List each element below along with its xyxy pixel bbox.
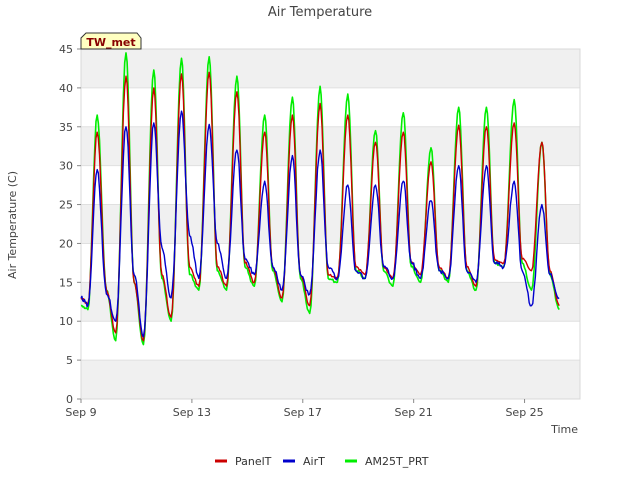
x-tick-label: Sep 9 (65, 406, 96, 419)
grid-band (81, 360, 580, 399)
y-tick-label: 40 (59, 82, 73, 95)
plot-frame (80, 48, 581, 400)
legend: PanelT AirT AM25T_PRT (215, 455, 429, 468)
legend-label-am25t-prt: AM25T_PRT (365, 455, 429, 468)
legend-label-airt: AirT (303, 455, 325, 468)
y-tick-label: 35 (59, 121, 73, 134)
grid-band (81, 87, 580, 127)
x-axis: Sep 9 Sep 13 Sep 17 Sep 21 Sep 25 (65, 399, 544, 419)
x-axis-label: Time (550, 423, 578, 436)
chart-title: Air Temperature (268, 5, 372, 20)
x-tick-label: Sep 25 (505, 406, 543, 419)
y-tick-label: 20 (59, 237, 73, 250)
series-layer (80, 52, 560, 346)
grid-band (81, 126, 580, 166)
x-tick-label: Sep 17 (284, 406, 322, 419)
y-tick-label: 30 (59, 160, 73, 173)
y-tick-label: 25 (59, 199, 73, 212)
x-tick-label: Sep 21 (395, 406, 433, 419)
x-tick-label: Sep 13 (173, 406, 211, 419)
grid-bands (81, 49, 580, 399)
station-badge: TW_met (80, 32, 142, 50)
grid-band (81, 49, 580, 88)
grid-band (81, 204, 580, 244)
grid-band (81, 165, 580, 205)
y-tick-label: 15 (59, 276, 73, 289)
legend-label-panelt: PanelT (235, 455, 272, 468)
y-tick-label: 10 (59, 315, 73, 328)
grid-band (81, 321, 580, 361)
y-axis-label: Air Temperature (C) (6, 171, 19, 279)
station-badge-label: TW_met (86, 36, 135, 49)
y-tick-label: 5 (66, 354, 73, 367)
grid-band (81, 282, 580, 322)
series-line-airt (80, 110, 560, 338)
y-tick-label: 0 (66, 393, 73, 406)
station-badge-shape (80, 32, 142, 50)
y-tick-label: 45 (59, 43, 73, 56)
y-axis: 0 5 10 15 20 25 30 35 40 45 (59, 43, 81, 406)
